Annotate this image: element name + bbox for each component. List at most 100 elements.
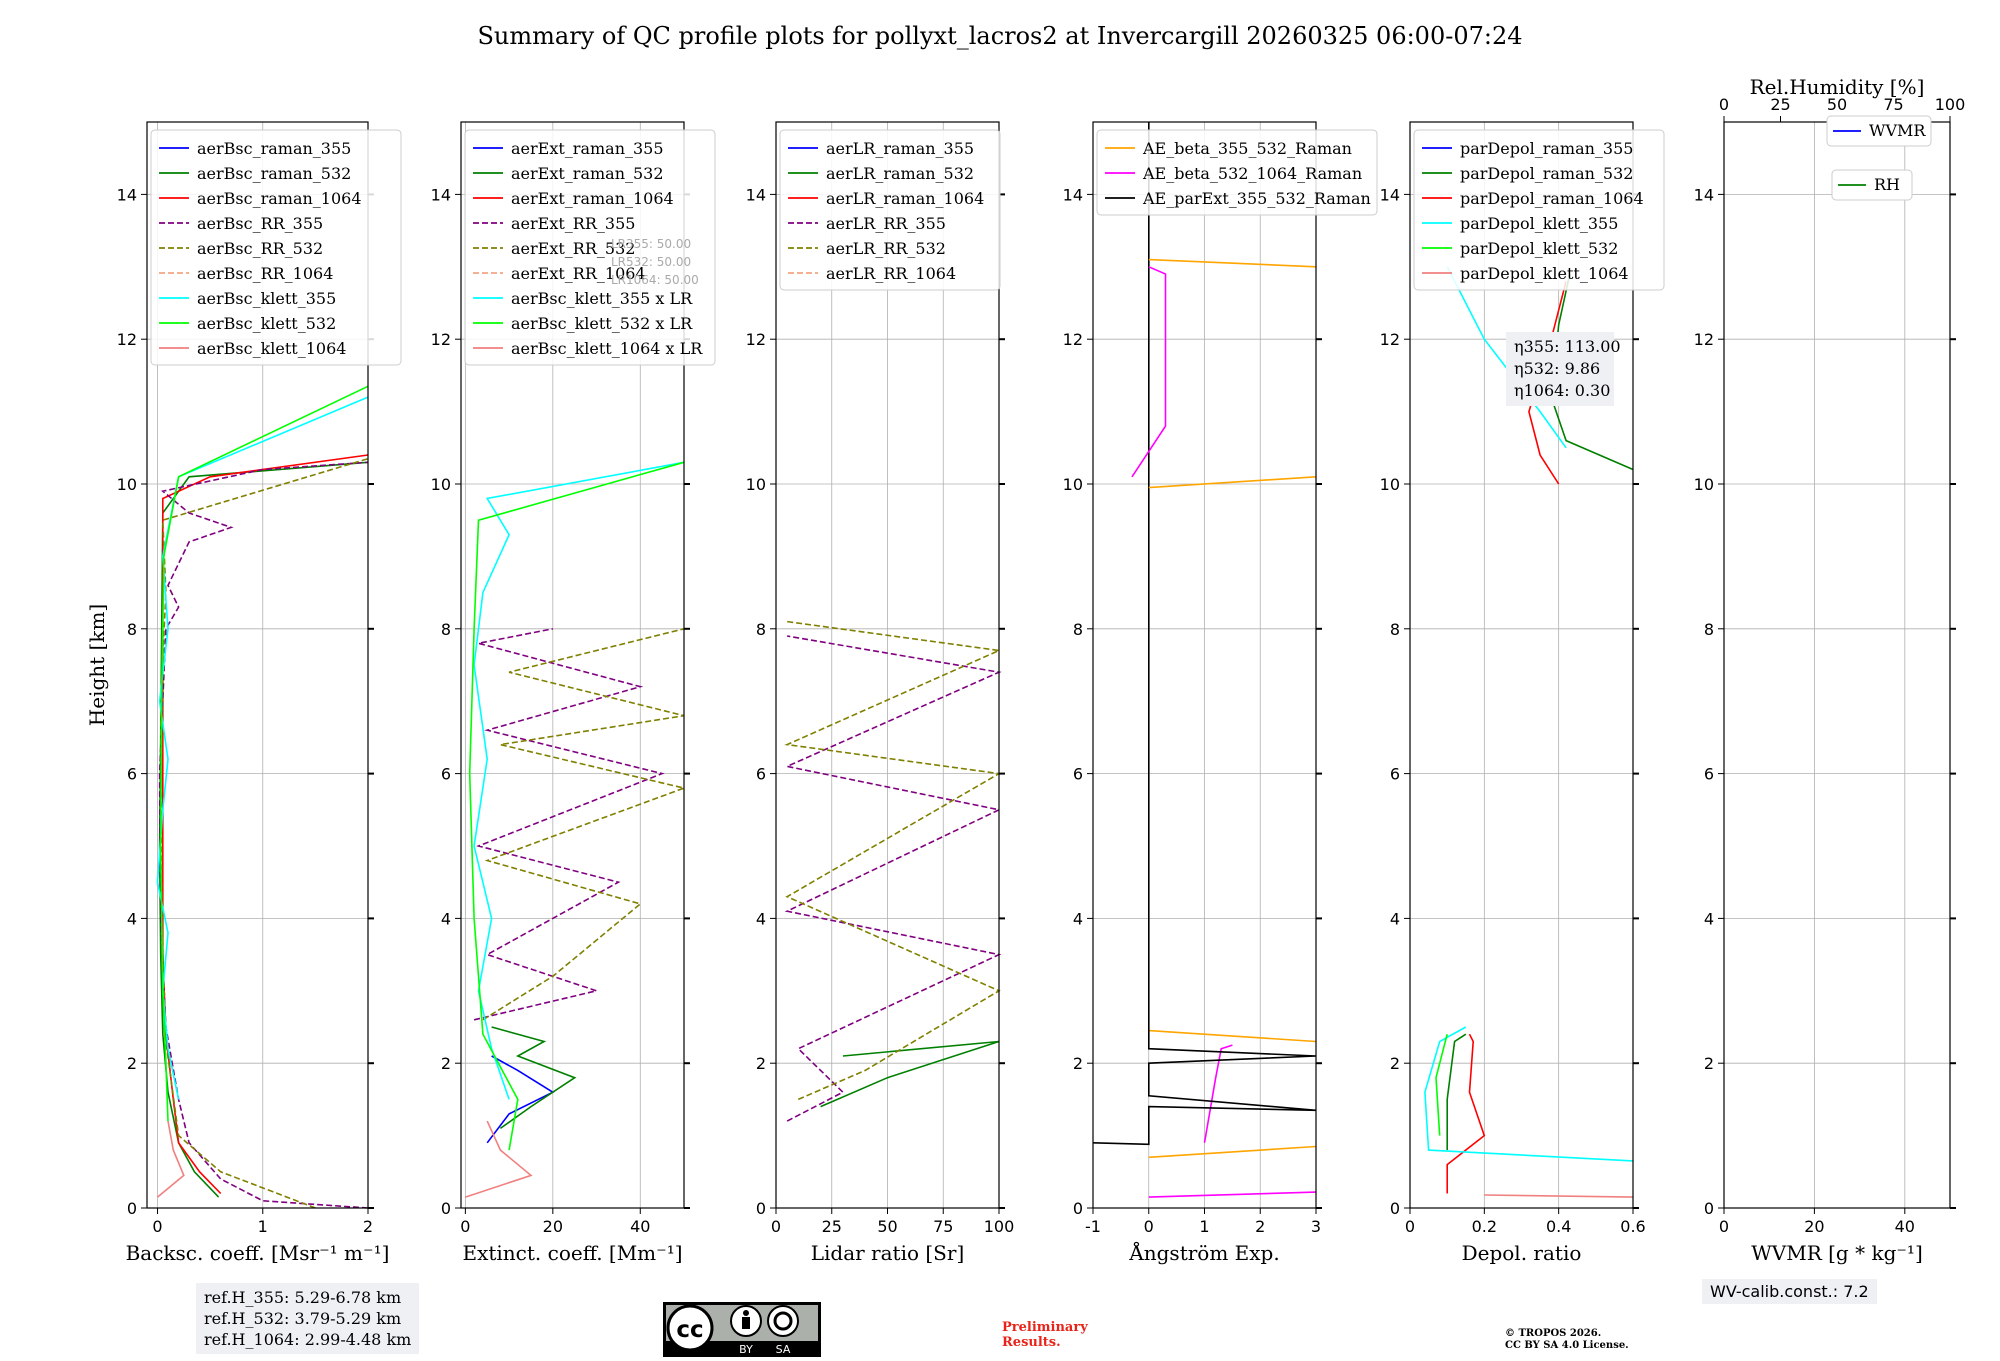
- bsc-ytick-label: 10: [117, 475, 137, 494]
- depol-ytick-label: 2: [1390, 1054, 1400, 1073]
- bsc-legend-label: aerBsc_RR_532: [197, 239, 323, 258]
- lr-xtick-label: 100: [984, 1217, 1015, 1236]
- ext-series-line: [465, 1120, 533, 1198]
- depol-series-line: [1528, 281, 1567, 485]
- lr-series-line: [820, 1040, 1000, 1108]
- bsc-series-line: [159, 385, 369, 1122]
- depol-xlabel: Depol. ratio: [1462, 1241, 1582, 1265]
- wv-legend-box: [1831, 169, 1913, 201]
- cc-by-sa-icon: cc BY SA: [663, 1302, 821, 1357]
- ext-ytick-label: 8: [441, 620, 451, 639]
- ae-series-line: [1092, 122, 1317, 1146]
- ae-series-line: [1203, 1044, 1233, 1143]
- lr-series-line: [784, 620, 1002, 1101]
- bsc-ytick-label: 12: [117, 330, 137, 349]
- bsc-ytick-label: 4: [127, 909, 137, 928]
- lr-legend-label: aerLR_raman_1064: [826, 189, 984, 208]
- wv-ytick-label: 14: [1694, 185, 1714, 204]
- ext-legend-label: aerExt_RR_1064: [511, 264, 646, 283]
- depol-eta-label: η532: 9.86: [1514, 359, 1600, 378]
- lr-xlabel: Lidar ratio [Sr]: [811, 1241, 965, 1265]
- lr-legend-box: [779, 129, 1001, 291]
- bsc-xtick-label: 1: [258, 1217, 268, 1236]
- ae-xtick-label: 0: [1144, 1217, 1154, 1236]
- bsc-legend-label: aerBsc_RR_1064: [197, 264, 333, 283]
- ae-xlabel: Ångström Exp.: [1128, 1240, 1279, 1265]
- depol-ytick-label: 10: [1380, 475, 1400, 494]
- wv-xlabel: WVMR [g * kg⁻¹]: [1751, 1241, 1923, 1265]
- bsc-legend-label: aerBsc_klett_355: [197, 289, 336, 308]
- ae-legend-label: AE_beta_355_532_Raman: [1142, 139, 1352, 158]
- bsc-series-line: [159, 457, 369, 1209]
- wv-ytick-label: 6: [1704, 765, 1714, 784]
- preliminary-line-2: Results.: [1002, 1335, 1061, 1350]
- bsc-series-line: [158, 461, 369, 1209]
- bsc-legend-label: aerBsc_raman_355: [197, 139, 351, 158]
- lr-ytick-label: 2: [756, 1054, 766, 1073]
- cc-sa-text: SA: [776, 1343, 791, 1356]
- bsc-legend-label: aerBsc_RR_355: [197, 214, 323, 233]
- wv-ytick-label: 2: [1704, 1054, 1714, 1073]
- bsc-xlabel: Backsc. coeff. [Msr⁻¹ m⁻¹]: [126, 1241, 390, 1265]
- ref-height-355: ref.H_355: 5.29-6.78 km: [204, 1288, 402, 1307]
- ext-axes-frame: [460, 121, 685, 1209]
- lr-xtick-label: 50: [877, 1217, 897, 1236]
- bsc-xtick-label: 2: [363, 1217, 373, 1236]
- lr-ytick-label: 14: [746, 185, 766, 204]
- ae-xtick-label: -1: [1085, 1217, 1101, 1236]
- ae-ytick-label: 4: [1073, 909, 1083, 928]
- preliminary-line-1: Preliminary: [1002, 1320, 1088, 1335]
- copyright-line-1: © TROPOS 2026.: [1505, 1328, 1602, 1339]
- ae-xtick-label: 3: [1311, 1217, 1321, 1236]
- lr-legend-label: aerLR_RR_355: [826, 214, 946, 233]
- ext-series-line: [473, 628, 665, 1021]
- bsc-ytick-label: 8: [127, 620, 137, 639]
- ae-ytick-label: 8: [1073, 620, 1083, 639]
- bsc-ytick-label: 6: [127, 765, 137, 784]
- depol-ytick-label: 6: [1390, 765, 1400, 784]
- wv-top-tick-label: 50: [1827, 95, 1847, 114]
- ext-series-line: [468, 461, 685, 1151]
- depol-ytick-label: 14: [1380, 185, 1400, 204]
- ae-series-line: [1148, 476, 1317, 489]
- ext-legend-label: aerExt_raman_532: [511, 164, 664, 183]
- ae-legend-box: [1096, 129, 1378, 216]
- depol-series-line: [1484, 1194, 1634, 1198]
- ae-series-line: [1148, 1145, 1317, 1159]
- cc-by-text: BY: [739, 1343, 753, 1356]
- ext-ytick-label: 14: [431, 185, 451, 204]
- bsc-legend-label: aerBsc_raman_1064: [197, 189, 362, 208]
- ae-ytick-label: 12: [1063, 330, 1083, 349]
- depol-eta-box: [1506, 332, 1614, 406]
- wv-xtick-label: 40: [1895, 1217, 1915, 1236]
- wv-legend-label: RH: [1874, 175, 1900, 194]
- bsc-ytick-label: 14: [117, 185, 137, 204]
- wv-ytick-label: 4: [1704, 909, 1714, 928]
- wv-ytick-label: 0: [1704, 1199, 1714, 1218]
- depol-xtick-label: 0: [1405, 1217, 1415, 1236]
- depol-legend-label: parDepol_raman_532: [1460, 164, 1633, 183]
- depol-xtick-label: 0.4: [1546, 1217, 1571, 1236]
- ext-lr-note: LR355: 50.00: [611, 237, 691, 251]
- depol-xtick-label: 0.2: [1472, 1217, 1497, 1236]
- ext-lr-note: LR1064: 50.00: [611, 273, 699, 287]
- depol-ytick-label: 12: [1380, 330, 1400, 349]
- lr-xtick-label: 0: [771, 1217, 781, 1236]
- depol-series-line: [1435, 1034, 1448, 1136]
- depol-series-line: [1424, 1026, 1634, 1162]
- lr-ytick-label: 8: [756, 620, 766, 639]
- ae-ytick-label: 10: [1063, 475, 1083, 494]
- ext-lr-note: LR532: 50.00: [611, 255, 691, 269]
- depol-legend-box: [1413, 129, 1665, 291]
- reference-height-box: ref.H_355: 5.29-6.78 km ref.H_532: 3.79-…: [196, 1283, 420, 1354]
- depol-legend-label: parDepol_klett_355: [1460, 214, 1618, 233]
- lr-ytick-label: 0: [756, 1199, 766, 1218]
- bsc-legend-label: aerBsc_raman_532: [197, 164, 351, 183]
- cc-license-badge: cc BY SA: [663, 1302, 821, 1361]
- ae-ytick-label: 0: [1073, 1199, 1083, 1218]
- ext-series-line: [491, 1026, 577, 1130]
- lr-legend-label: aerLR_RR_1064: [826, 264, 956, 283]
- copyright-note: © TROPOS 2026. CC BY SA 4.0 License.: [1505, 1328, 1629, 1352]
- ae-series-line: [1148, 258, 1317, 268]
